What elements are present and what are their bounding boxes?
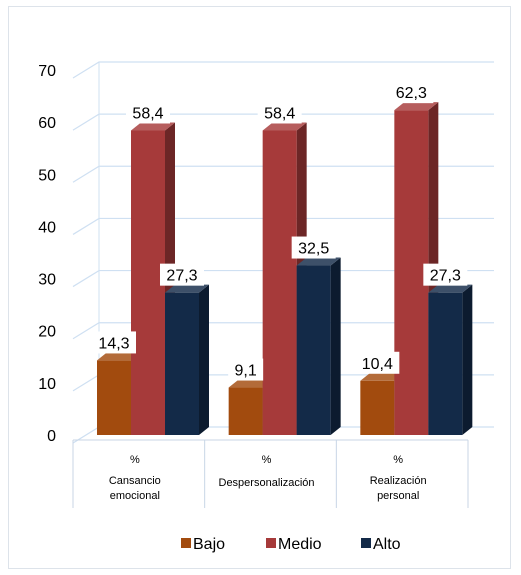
gridline <box>72 113 494 131</box>
category-label: % <box>262 454 272 466</box>
data-label-background <box>126 101 170 124</box>
data-label: 27,3 <box>166 268 197 285</box>
y-tick-label: 50 <box>38 167 56 184</box>
data-label: 58,4 <box>132 105 163 122</box>
data-label-background <box>423 263 468 286</box>
bars <box>97 102 473 436</box>
category-label: % <box>130 454 140 466</box>
data-label-background <box>355 351 400 374</box>
legend-swatch <box>181 538 191 548</box>
gridline <box>72 165 494 183</box>
gridline <box>72 269 494 288</box>
bar-alto <box>165 284 209 435</box>
data-label-background <box>92 331 136 354</box>
bar-alto <box>296 257 341 435</box>
legend-item-medio: Medio <box>266 536 322 553</box>
category-label: Despersonalización <box>219 477 315 489</box>
data-label-background <box>228 358 264 381</box>
data-label: 9,1 <box>235 363 257 380</box>
legend-label: Bajo <box>193 536 225 553</box>
y-tick-label: 70 <box>38 63 56 80</box>
data-label-background <box>257 101 302 124</box>
y-tick-label: 10 <box>38 376 56 393</box>
legend-label: Alto <box>373 536 401 553</box>
legend-swatch <box>266 538 276 548</box>
legend: Bajo Medio Alto <box>181 536 401 553</box>
category-label: personal <box>377 490 419 502</box>
y-tick-label: 20 <box>38 324 56 341</box>
y-tick-label: 0 <box>47 428 56 445</box>
gridline <box>72 217 494 235</box>
data-label-background <box>291 236 336 259</box>
y-axis: 0 10 20 30 40 50 60 70 <box>38 63 56 445</box>
category-label: % <box>393 454 403 466</box>
gridline <box>72 61 494 79</box>
y-tick-label: 30 <box>38 272 56 289</box>
data-label: 10,4 <box>362 356 393 373</box>
legend-item-alto: Alto <box>361 536 401 553</box>
data-labels: 14,3 58,4 27,3 9,1 58,4 32,5 10,4 62,3 27,3 <box>92 81 468 381</box>
data-label: 32,5 <box>298 241 329 258</box>
category-label: emocional <box>110 490 160 502</box>
gridlines <box>72 61 494 444</box>
gridline <box>72 322 494 340</box>
y-tick-label: 60 <box>38 115 56 132</box>
bar-alto <box>428 284 473 435</box>
category-table: % Cansancio emocional% Despersonalización% R… <box>72 439 469 508</box>
category-label: Cansancio <box>109 475 161 487</box>
data-label: 62,3 <box>396 85 427 102</box>
legend-label: Medio <box>278 536 322 553</box>
data-label-background <box>389 81 434 104</box>
data-label: 27,3 <box>430 268 461 285</box>
data-label: 58,4 <box>264 105 295 122</box>
y-tick-label: 40 <box>38 219 56 236</box>
legend-item-bajo: Bajo <box>181 536 225 553</box>
legend-swatch <box>361 538 371 548</box>
category-label: Realización <box>370 475 427 487</box>
data-label: 14,3 <box>98 335 129 352</box>
data-label-background <box>160 263 204 286</box>
